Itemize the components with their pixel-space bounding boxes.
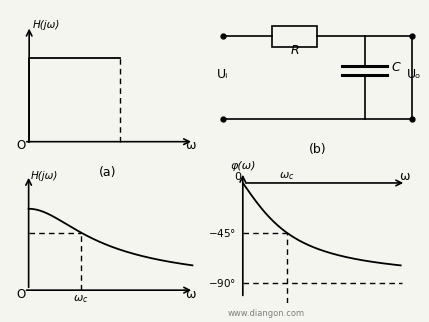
Text: H(jω): H(jω) bbox=[31, 171, 58, 181]
Text: $\omega_c$: $\omega_c$ bbox=[279, 171, 295, 182]
Text: ω: ω bbox=[399, 170, 410, 183]
Text: (a): (a) bbox=[99, 166, 116, 179]
Bar bbox=[272, 26, 317, 47]
Text: 0: 0 bbox=[234, 172, 241, 182]
Text: www.diangon.com: www.diangon.com bbox=[227, 308, 305, 317]
Text: ω: ω bbox=[185, 139, 196, 152]
Text: R: R bbox=[290, 44, 299, 57]
Text: O: O bbox=[17, 288, 26, 301]
Text: C: C bbox=[392, 61, 400, 74]
Text: H(jω): H(jω) bbox=[33, 20, 60, 30]
Text: $\omega_c$: $\omega_c$ bbox=[73, 293, 89, 305]
Text: Uₒ: Uₒ bbox=[407, 68, 421, 81]
Text: ω: ω bbox=[185, 288, 196, 301]
Text: φ(ω): φ(ω) bbox=[230, 161, 256, 171]
Text: O: O bbox=[17, 139, 26, 152]
Text: $-90°$: $-90°$ bbox=[208, 277, 236, 289]
Text: Uᵢ: Uᵢ bbox=[217, 68, 228, 81]
Text: $-45°$: $-45°$ bbox=[208, 227, 236, 239]
Text: (b): (b) bbox=[308, 143, 326, 156]
